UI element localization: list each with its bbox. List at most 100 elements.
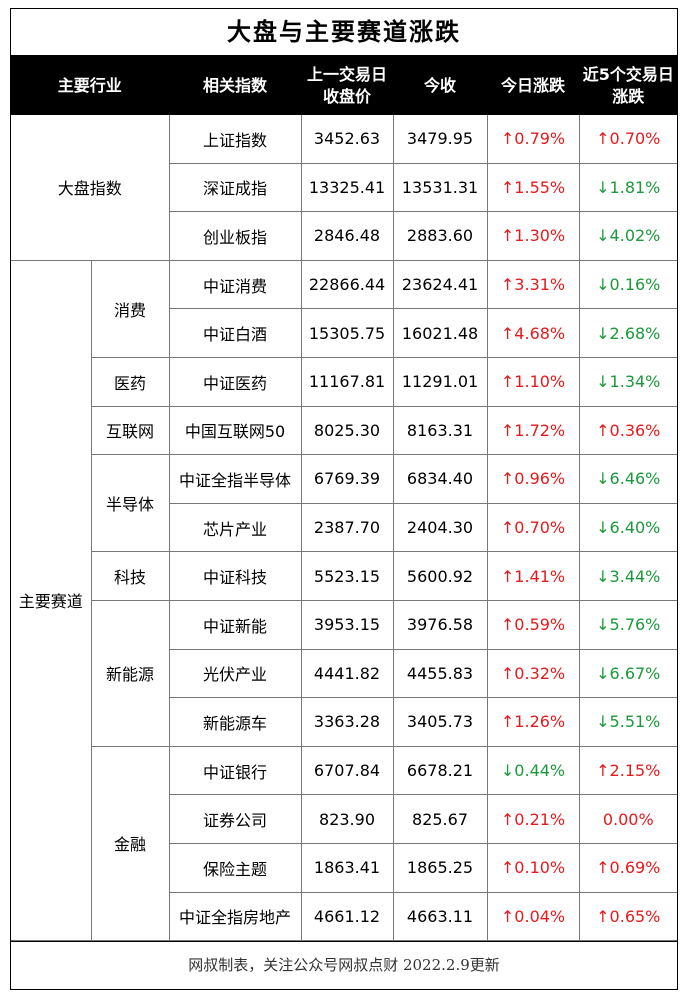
price: 5523.15 bbox=[300, 551, 394, 601]
price: 8163.31 bbox=[392, 405, 488, 456]
table-card: 大盘与主要赛道涨跌 主要行业 相关指数 上一交易日收盘价 今收 今日涨跌 近5个交易日涨跌… bbox=[10, 8, 678, 991]
change: ↓5.51% bbox=[578, 697, 678, 747]
index-name: 中国互联网50 bbox=[168, 405, 302, 456]
change: ↑0.69% bbox=[578, 842, 678, 893]
price: 13325.41 bbox=[300, 162, 394, 213]
price: 2846.48 bbox=[300, 211, 394, 261]
data-row: 金融 中证银行 6707.84 6678.21 ↓0.44% ↑2.15% bbox=[11, 745, 678, 942]
change: ↓2.68% bbox=[578, 308, 678, 358]
price: 11291.01 bbox=[392, 356, 488, 407]
index-name: 中证白酒 bbox=[169, 308, 302, 358]
change: ↑0.10% bbox=[486, 842, 580, 893]
header-row: 主要行业 相关指数 上一交易日收盘价 今收 今日涨跌 近5个交易日涨跌 bbox=[11, 56, 678, 115]
data-row: 创业板指 2846.48 2883.60 ↑1.30% ↓4.02% bbox=[11, 211, 678, 261]
price: 16021.48 bbox=[392, 308, 488, 358]
data-row: 大盘指数 上证指数 3452.63 3479.95 ↑0.79% ↑0.70% bbox=[11, 114, 678, 261]
price: 4663.11 bbox=[392, 891, 488, 942]
price: 3976.58 bbox=[392, 599, 488, 650]
change: ↑0.59% bbox=[486, 599, 580, 650]
change: ↑0.79% bbox=[486, 114, 580, 164]
change: ↑0.21% bbox=[486, 794, 580, 844]
data-row: 半导体 中证全指半导体 6769.39 6834.40 ↑0.96% ↓6.46% bbox=[11, 454, 678, 553]
change: ↓0.44% bbox=[486, 745, 580, 796]
index-name: 上证指数 bbox=[168, 114, 302, 164]
header-cell: 今日涨跌 bbox=[486, 56, 580, 115]
change: ↑0.70% bbox=[486, 502, 580, 553]
change: ↓1.81% bbox=[578, 162, 678, 213]
change: ↑1.41% bbox=[486, 551, 580, 601]
header-cell: 相关指数 bbox=[168, 56, 302, 115]
price: 2883.60 bbox=[392, 211, 488, 261]
change: ↑0.70% bbox=[578, 114, 678, 164]
data-row: 证券公司 823.90 825.67 ↑0.21% 0.00% bbox=[11, 794, 678, 844]
change: ↓6.40% bbox=[578, 502, 678, 553]
price: 823.90 bbox=[300, 794, 394, 844]
price: 4455.83 bbox=[392, 648, 488, 699]
change: ↓3.44% bbox=[578, 551, 678, 601]
change: ↑1.55% bbox=[486, 162, 580, 213]
price: 6678.21 bbox=[392, 745, 488, 796]
price: 8025.30 bbox=[300, 405, 394, 456]
price: 11167.81 bbox=[300, 356, 394, 407]
index-name: 中证全指半导体 bbox=[168, 454, 302, 504]
index-name: 新能源车 bbox=[169, 697, 302, 747]
index-name: 中证消费 bbox=[168, 259, 302, 310]
change: ↑0.36% bbox=[578, 405, 678, 456]
change: ↓4.02% bbox=[578, 211, 678, 261]
price: 3452.63 bbox=[300, 114, 394, 164]
header-cell: 上一交易日收盘价 bbox=[300, 56, 394, 115]
group-name: 大盘指数 bbox=[11, 114, 170, 261]
change: ↑4.68% bbox=[486, 308, 580, 358]
subgroup-name: 新能源 bbox=[91, 599, 170, 747]
price: 23624.41 bbox=[392, 259, 488, 310]
subgroup-name: 金融 bbox=[91, 745, 170, 942]
index-name: 中证全指房地产 bbox=[169, 891, 302, 942]
change: ↑0.96% bbox=[486, 454, 580, 504]
price: 3479.95 bbox=[392, 114, 488, 164]
data-row: 中证全指房地产 4661.12 4663.11 ↑0.04% ↑0.65% bbox=[11, 891, 678, 942]
price: 15305.75 bbox=[300, 308, 394, 358]
footer: 网叔制表，关注公众号网叔点财 2022.2.9更新 bbox=[11, 941, 677, 989]
index-name: 中证银行 bbox=[168, 745, 302, 796]
index-name: 中证新能 bbox=[168, 599, 302, 650]
header-cell: 近5个交易日涨跌 bbox=[578, 56, 678, 115]
index-name: 光伏产业 bbox=[169, 648, 302, 699]
data-row: 科技 中证科技 5523.15 5600.92 ↑1.41% ↓3.44% bbox=[11, 551, 678, 601]
data-row: 新能源 中证新能 3953.15 3976.58 ↑0.59% ↓5.76% bbox=[11, 599, 678, 747]
change: ↓6.67% bbox=[578, 648, 678, 699]
price: 1865.25 bbox=[392, 842, 488, 893]
change: ↓5.76% bbox=[578, 599, 678, 650]
price: 2404.30 bbox=[392, 502, 488, 553]
change: ↓6.46% bbox=[578, 454, 678, 504]
subgroup-name: 科技 bbox=[91, 551, 170, 601]
index-name: 中证医药 bbox=[168, 356, 302, 407]
header-cell: 今收 bbox=[392, 56, 488, 115]
change: ↑2.15% bbox=[578, 745, 678, 796]
price: 6834.40 bbox=[392, 454, 488, 504]
change: ↑0.04% bbox=[486, 891, 580, 942]
index-name: 创业板指 bbox=[169, 211, 302, 261]
change: ↑0.65% bbox=[578, 891, 678, 942]
subgroup-name: 半导体 bbox=[91, 454, 170, 553]
price: 3405.73 bbox=[392, 697, 488, 747]
group-name: 主要赛道 bbox=[11, 259, 92, 942]
price: 4441.82 bbox=[300, 648, 394, 699]
data-row: 新能源车 3363.28 3405.73 ↑1.26% ↓5.51% bbox=[11, 697, 678, 747]
change: ↑1.26% bbox=[486, 697, 580, 747]
data-row: 光伏产业 4441.82 4455.83 ↑0.32% ↓6.67% bbox=[11, 648, 678, 699]
price: 3363.28 bbox=[300, 697, 394, 747]
header-cell: 主要行业 bbox=[11, 56, 170, 115]
price: 6707.84 bbox=[300, 745, 394, 796]
change: ↓1.34% bbox=[578, 356, 678, 407]
data-row: 医药 中证医药 11167.81 11291.01 ↑1.10% ↓1.34% bbox=[11, 356, 678, 407]
price: 2387.70 bbox=[300, 502, 394, 553]
index-name: 芯片产业 bbox=[169, 502, 302, 553]
data-row: 保险主题 1863.41 1865.25 ↑0.10% ↑0.69% bbox=[11, 842, 678, 893]
price: 5600.92 bbox=[392, 551, 488, 601]
index-name: 证券公司 bbox=[169, 794, 302, 844]
price: 4661.12 bbox=[300, 891, 394, 942]
title: 大盘与主要赛道涨跌 bbox=[11, 9, 677, 56]
index-name: 深证成指 bbox=[169, 162, 302, 213]
change: ↑3.31% bbox=[486, 259, 580, 310]
